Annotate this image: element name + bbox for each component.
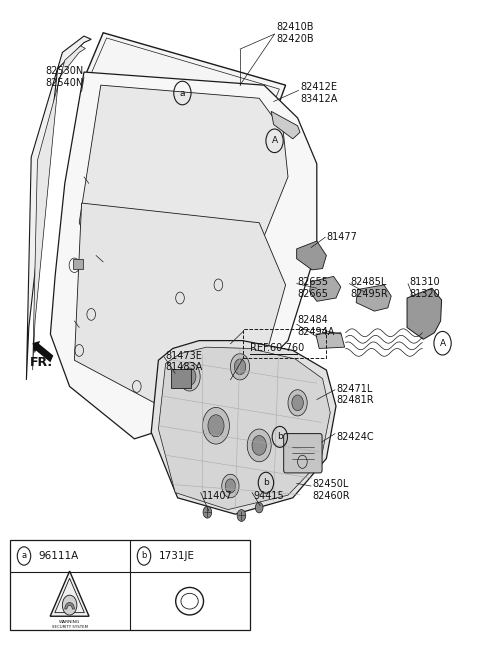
Text: a: a	[180, 88, 185, 98]
Polygon shape	[67, 296, 82, 308]
Text: 82471L
82481R: 82471L 82481R	[336, 384, 373, 405]
Circle shape	[225, 479, 236, 493]
Polygon shape	[356, 285, 391, 311]
Text: 96111A: 96111A	[38, 551, 79, 561]
Circle shape	[234, 359, 246, 375]
Text: 81477: 81477	[326, 232, 357, 242]
Polygon shape	[407, 288, 442, 339]
Text: WARNING: WARNING	[59, 620, 80, 624]
Polygon shape	[151, 341, 336, 514]
Text: REF.60-760: REF.60-760	[250, 343, 304, 354]
Polygon shape	[297, 241, 326, 270]
Polygon shape	[84, 33, 286, 138]
FancyBboxPatch shape	[10, 540, 250, 630]
Text: 82655
82665: 82655 82665	[298, 278, 329, 299]
Polygon shape	[271, 111, 300, 139]
FancyBboxPatch shape	[73, 259, 83, 269]
Text: b: b	[277, 432, 283, 441]
Text: 82530N
82540N: 82530N 82540N	[46, 67, 84, 88]
Polygon shape	[50, 571, 89, 616]
Circle shape	[252, 436, 266, 455]
Text: 1731JE: 1731JE	[158, 551, 194, 561]
Text: 82424C: 82424C	[336, 432, 373, 442]
Text: 81310
81320: 81310 81320	[409, 278, 440, 299]
Text: SECURITY SYSTEM: SECURITY SYSTEM	[51, 626, 87, 629]
Polygon shape	[316, 333, 345, 348]
Text: 94415: 94415	[253, 491, 284, 501]
Text: a: a	[22, 552, 26, 561]
Text: b: b	[263, 478, 269, 487]
Text: 11407: 11407	[202, 491, 232, 501]
Text: A: A	[272, 136, 277, 145]
Circle shape	[292, 395, 303, 411]
Text: FR.: FR.	[30, 356, 53, 369]
Text: 82410B
82420B: 82410B 82420B	[276, 22, 313, 43]
Wedge shape	[65, 603, 74, 609]
Text: 82484
82494A: 82484 82494A	[298, 316, 335, 337]
Circle shape	[255, 502, 263, 513]
Polygon shape	[33, 46, 85, 370]
Polygon shape	[74, 203, 286, 413]
Polygon shape	[26, 36, 91, 380]
Circle shape	[183, 368, 196, 385]
FancyArrow shape	[33, 341, 53, 362]
Circle shape	[222, 474, 239, 498]
Circle shape	[203, 407, 229, 444]
Text: A: A	[440, 339, 445, 348]
Circle shape	[237, 510, 246, 521]
Text: 81473E
81483A: 81473E 81483A	[166, 351, 203, 372]
Text: 82485L
82495R: 82485L 82495R	[350, 278, 388, 299]
FancyBboxPatch shape	[284, 434, 322, 473]
Text: b: b	[141, 552, 147, 561]
Polygon shape	[50, 72, 317, 439]
Text: 82412E
83412A: 82412E 83412A	[300, 83, 337, 103]
Circle shape	[247, 429, 271, 462]
Polygon shape	[310, 276, 341, 301]
Circle shape	[203, 506, 212, 518]
FancyBboxPatch shape	[171, 369, 191, 388]
Circle shape	[208, 415, 224, 437]
Polygon shape	[79, 85, 288, 262]
Polygon shape	[158, 347, 330, 510]
Circle shape	[62, 595, 77, 615]
Circle shape	[288, 390, 307, 416]
Text: 82450L
82460R: 82450L 82460R	[312, 479, 349, 500]
Circle shape	[179, 362, 200, 391]
Circle shape	[230, 354, 250, 380]
